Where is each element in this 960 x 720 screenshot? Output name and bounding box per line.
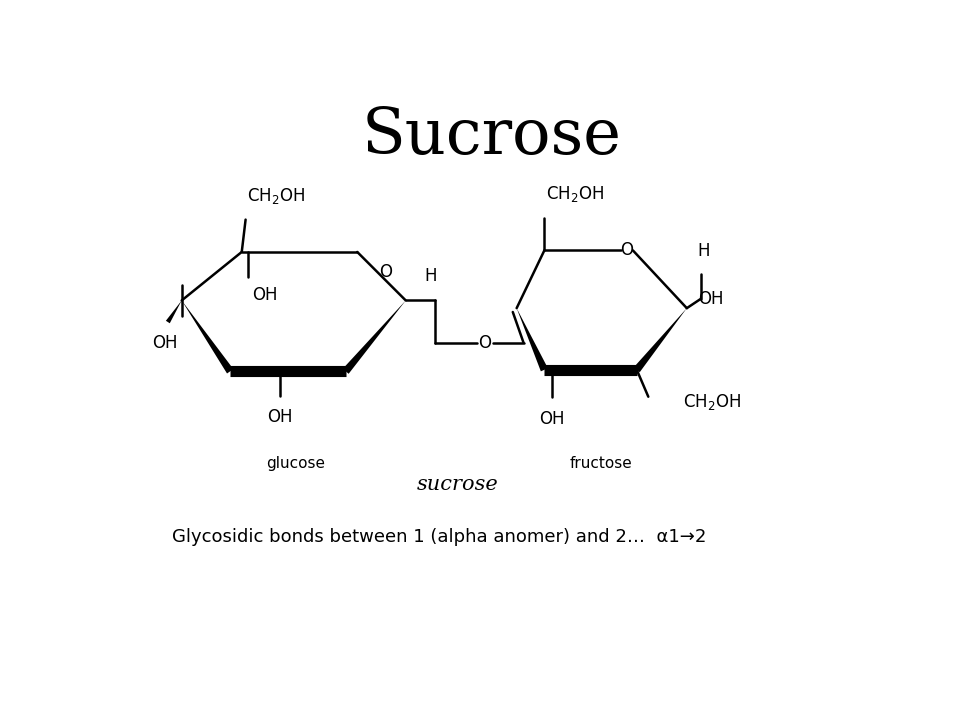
Text: glucose: glucose	[266, 456, 325, 471]
Polygon shape	[181, 300, 233, 374]
Text: sucrose: sucrose	[417, 475, 498, 494]
Text: OH: OH	[540, 410, 564, 428]
Polygon shape	[166, 300, 181, 323]
Text: O: O	[379, 264, 392, 282]
Text: fructose: fructose	[570, 456, 633, 471]
Text: Sucrose: Sucrose	[362, 106, 622, 167]
Text: H: H	[424, 267, 437, 285]
Text: $\mathrm{CH_2OH}$: $\mathrm{CH_2OH}$	[247, 186, 305, 206]
Text: O: O	[620, 241, 634, 259]
Text: OH: OH	[252, 286, 277, 304]
Polygon shape	[516, 308, 548, 372]
Text: O: O	[479, 334, 492, 352]
Text: $\mathrm{CH_2OH}$: $\mathrm{CH_2OH}$	[683, 392, 741, 412]
Polygon shape	[634, 308, 686, 372]
Text: $\mathrm{CH_2OH}$: $\mathrm{CH_2OH}$	[546, 184, 604, 204]
Text: OH: OH	[152, 334, 178, 352]
Polygon shape	[343, 300, 406, 374]
Text: OH: OH	[698, 290, 724, 308]
Text: H: H	[698, 243, 710, 261]
Text: OH: OH	[268, 408, 293, 426]
Text: Glycosidic bonds between 1 (alpha anomer) and 2…  α1→2: Glycosidic bonds between 1 (alpha anomer…	[173, 528, 707, 546]
